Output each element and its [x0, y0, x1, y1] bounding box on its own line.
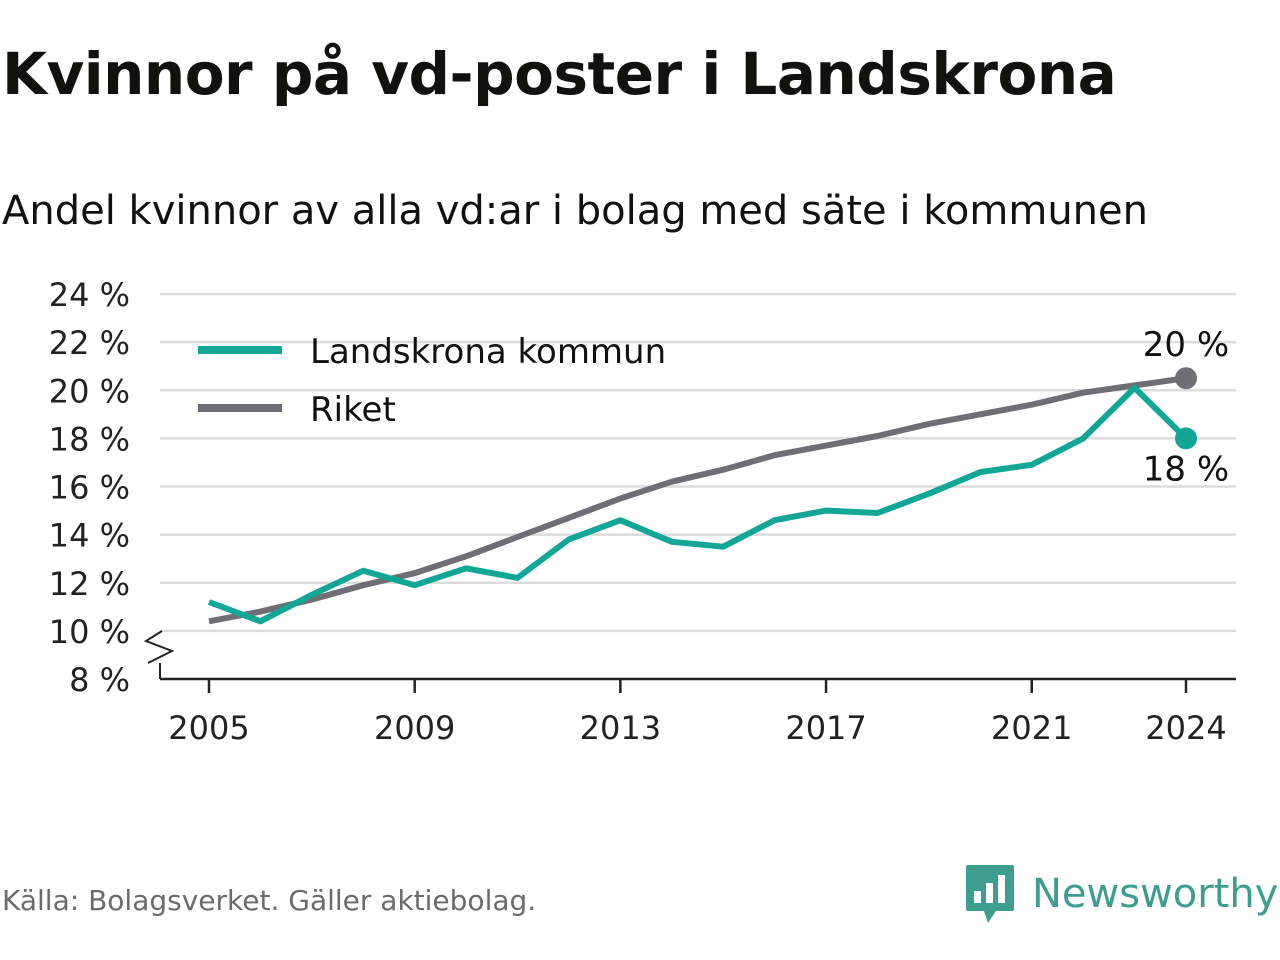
source-note: Källa: Bolagsverket. Gäller aktiebolag. [2, 884, 537, 917]
y-tick-label: 8 % [69, 661, 130, 699]
brand: Newsworthy [964, 862, 1278, 926]
end-label-landskrona: 18 % [1143, 449, 1229, 489]
end-label-riket: 20 % [1143, 325, 1229, 365]
legend-label-riket: Riket [310, 390, 396, 430]
legend-label-landskrona: Landskrona kommun [310, 332, 666, 372]
x-tick-label: 2021 [991, 709, 1072, 747]
y-tick-label: 14 % [49, 517, 130, 555]
chart-title: Kvinnor på vd-poster i Landskrona [2, 40, 1117, 108]
brand-name: Newsworthy [1032, 871, 1279, 917]
y-tick-label: 22 % [49, 324, 130, 362]
y-tick-label: 24 % [49, 276, 130, 314]
y-tick-label: 18 % [49, 420, 130, 458]
chart-subtitle: Andel kvinnor av alla vd:ar i bolag med … [2, 188, 1148, 234]
axis-break [143, 630, 175, 664]
end-point-riket [1175, 367, 1197, 390]
x-tick-label: 2017 [785, 709, 866, 747]
y-tick-label: 16 % [49, 469, 130, 507]
series-line-riket [208, 375, 1187, 625]
y-tick-label: 10 % [49, 613, 130, 651]
y-tick-label: 20 % [49, 372, 130, 410]
x-tick-label: 2005 [168, 709, 249, 747]
x-tick-label: 2013 [580, 709, 661, 747]
end-point-landskrona [1175, 427, 1197, 450]
newsworthy-logo-icon [966, 865, 1014, 923]
y-tick-label: 12 % [49, 565, 130, 603]
x-tick-label: 2024 [1145, 709, 1226, 747]
x-tick-label: 2009 [374, 709, 455, 747]
series-line-landskrona [207, 384, 1189, 625]
